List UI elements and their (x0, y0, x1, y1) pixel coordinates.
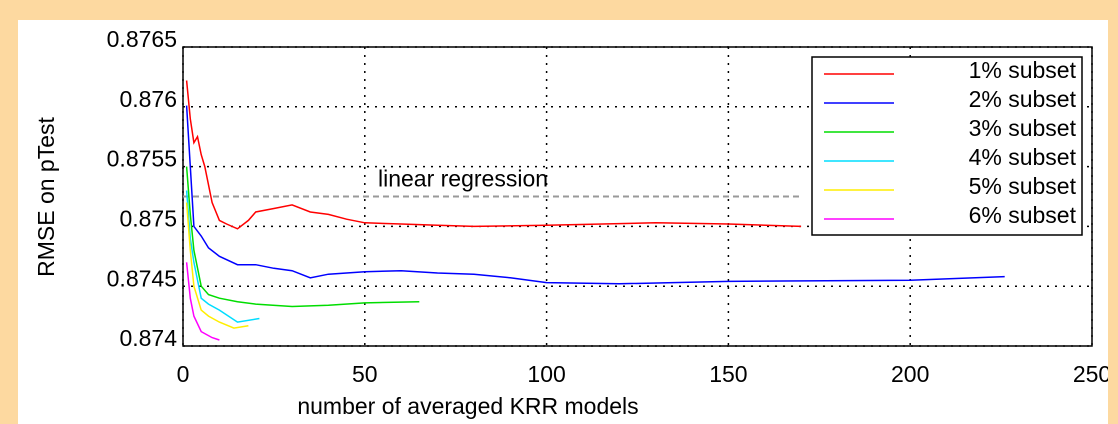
x-tick-label: 200 (891, 361, 929, 387)
legend-label: 6% subset (969, 202, 1077, 228)
legend-box (811, 56, 1083, 236)
y-tick-label: 0.8755 (107, 146, 177, 172)
y-tick-label: 0.875 (119, 205, 177, 231)
legend-label: 1% subset (969, 57, 1077, 83)
y-tick-label: 0.8765 (107, 26, 177, 52)
series-line (185, 190, 260, 323)
legend-label: 4% subset (969, 144, 1077, 170)
series-line (185, 105, 1005, 285)
chart: number of averaged KRR models RMSE on pT… (33, 26, 1108, 419)
legend-label: 2% subset (969, 86, 1077, 112)
y-tick-label: 0.876 (119, 86, 177, 112)
x-axis-label: number of averaged KRR models (297, 393, 638, 419)
x-tick-label: 150 (709, 361, 747, 387)
x-tick-label: 50 (352, 361, 378, 387)
series-line (185, 202, 249, 329)
series-line (185, 166, 420, 308)
y-axis-label: RMSE on pTest (33, 117, 59, 277)
y-tick-label: 0.8745 (107, 265, 177, 291)
series-line (185, 80, 802, 230)
x-tick-label: 250 (1073, 361, 1108, 387)
y-tick-label: 0.874 (119, 325, 177, 351)
reference-label: linear regression (378, 166, 548, 192)
x-tick-label: 0 (177, 361, 190, 387)
series-line (185, 262, 220, 341)
legend-label: 3% subset (969, 115, 1077, 141)
x-tick-label: 100 (527, 361, 565, 387)
panel: number of averaged KRR models RMSE on pT… (18, 20, 1108, 424)
legend-label: 5% subset (969, 173, 1077, 199)
